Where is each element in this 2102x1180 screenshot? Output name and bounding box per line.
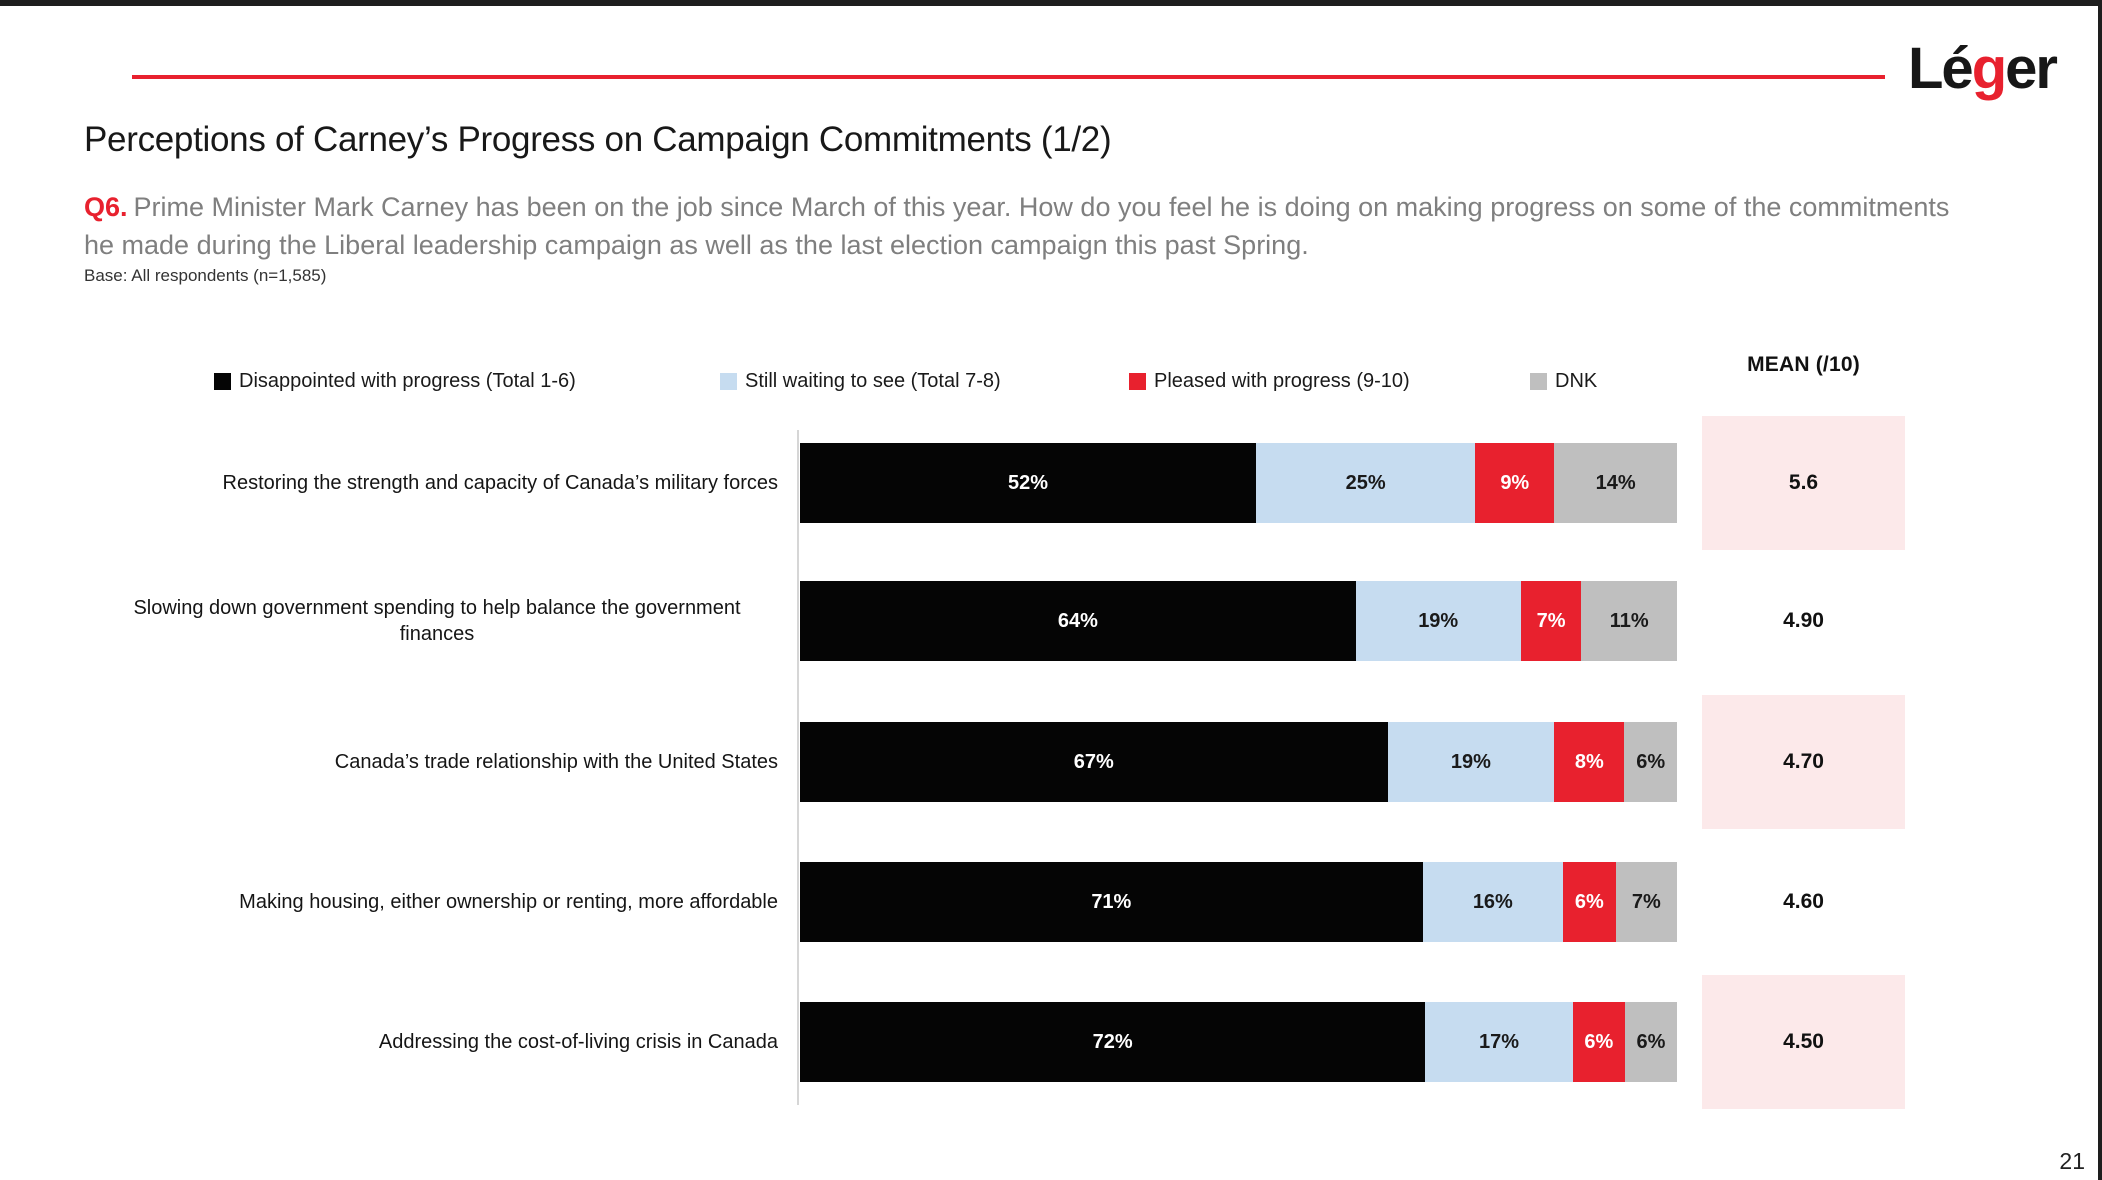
bar-segment: 6% [1572, 1002, 1625, 1082]
mean-column-header: MEAN (/10) [1747, 353, 1860, 376]
question-text: Q6. Prime Minister Mark Carney has been o… [84, 188, 1959, 264]
stacked-bar: 71% 16% 6% 7% [800, 862, 1677, 942]
right-border [2098, 0, 2102, 1180]
mean-value: 5.6 [1788, 471, 1819, 494]
segment-value-label: 14% [1595, 471, 1636, 494]
legend-label: Pleased with progress (9-10) [1154, 369, 1410, 392]
bar-segment: 17% [1425, 1002, 1573, 1082]
logo-text-suffix: er [2005, 36, 2058, 101]
stacked-bar: 52% 25% 9% 14% [800, 443, 1678, 523]
category-label: Slowing down government spending to help… [133, 597, 741, 645]
segment-value-label: 19% [1450, 750, 1491, 773]
bar-segment: 19% [1355, 581, 1521, 661]
legend-item: DNK [1530, 369, 1597, 393]
segment-value-label: 16% [1472, 890, 1513, 913]
leger-logo: Léger [1908, 40, 2058, 98]
page-number: 21 [2059, 1148, 2085, 1174]
question-label: Q6. [84, 192, 128, 222]
mean-value: 4.70 [1783, 750, 1824, 773]
legend-item: Disappointed with progress (Total 1-6) [214, 369, 576, 393]
segment-value-label: 7% [1536, 609, 1566, 632]
segment-value-label: 17% [1478, 1030, 1519, 1053]
mean-value: 4.60 [1783, 890, 1824, 913]
segment-value-label: 71% [1091, 890, 1132, 913]
bar-segment: 6% [1624, 1002, 1677, 1082]
bar-segment: 19% [1387, 722, 1555, 802]
page-title: Perceptions of Carney’s Progress on Camp… [84, 120, 1112, 159]
segment-value-label: 67% [1073, 750, 1114, 773]
bar-segment: 72% [800, 1002, 1426, 1082]
segment-value-label: 64% [1057, 609, 1098, 632]
legend-swatch-icon [720, 372, 737, 390]
legend-label: Still waiting to see (Total 7-8) [745, 369, 1001, 392]
legend-swatch-icon [214, 372, 231, 390]
logo-text-accent: g [1971, 36, 2007, 101]
category-label: Restoring the strength and capacity of C… [222, 472, 778, 494]
legend-swatch-icon [1129, 372, 1146, 390]
bar-segment: 8% [1554, 722, 1625, 802]
segment-value-label: 52% [1008, 471, 1049, 494]
legend-swatch-icon [1530, 372, 1547, 390]
bar-segment: 6% [1562, 862, 1616, 942]
bar-segment: 14% [1554, 443, 1678, 523]
segment-value-label: 19% [1418, 609, 1459, 632]
question-body: Prime Minister Mark Carney has been on t… [84, 192, 1950, 260]
bar-segment: 16% [1422, 862, 1563, 942]
segment-value-label: 25% [1345, 471, 1386, 494]
mean-value: 4.50 [1783, 1030, 1824, 1053]
bar-segment: 64% [800, 581, 1356, 661]
category-label: Making housing, either ownership or rent… [239, 891, 778, 913]
legend-label: Disappointed with progress (Total 1-6) [239, 369, 576, 392]
bar-segment: 52% [800, 443, 1257, 523]
segment-value-label: 11% [1609, 609, 1649, 632]
mean-cell: 5.6 [1702, 416, 1905, 550]
bar-segment: 7% [1615, 862, 1677, 942]
chart-axis-line [797, 430, 799, 1105]
legend-label: DNK [1555, 369, 1598, 392]
segment-value-label: 6% [1636, 750, 1666, 773]
legend-item: Still waiting to see (Total 7-8) [720, 369, 1001, 393]
legend-item: Pleased with progress (9-10) [1129, 369, 1410, 393]
bar-segment: 25% [1256, 443, 1476, 523]
logo-text-prefix: Lé [1908, 36, 1974, 101]
bar-segment: 67% [800, 722, 1388, 802]
bar-segment: 71% [800, 862, 1423, 942]
segment-value-label: 6% [1584, 1030, 1614, 1053]
header-rule [132, 75, 1885, 79]
mean-cell: 4.50 [1702, 975, 1905, 1109]
category-label: Canada’s trade relationship with the Uni… [334, 751, 778, 773]
mean-cell: 4.70 [1702, 695, 1905, 829]
stacked-bar: 64% 19% 7% 11% [800, 581, 1677, 661]
segment-value-label: 6% [1574, 890, 1604, 913]
segment-value-label: 8% [1574, 750, 1604, 773]
mean-cell: 4.90 [1702, 554, 1905, 688]
top-border [0, 0, 2102, 6]
bar-segment: 6% [1624, 722, 1677, 802]
bar-segment: 11% [1581, 581, 1677, 661]
stacked-bar: 72% 17% 6% 6% [800, 1002, 1677, 1082]
segment-value-label: 9% [1500, 471, 1530, 494]
base-note: Base: All respondents (n=1,585) [84, 266, 327, 285]
stacked-bar: 67% 19% 8% 6% [800, 722, 1677, 802]
segment-value-label: 72% [1092, 1030, 1133, 1053]
category-label: Addressing the cost-of-living crisis in … [378, 1031, 778, 1053]
bar-segment: 9% [1475, 443, 1555, 523]
mean-cell: 4.60 [1702, 835, 1905, 969]
bar-segment: 7% [1520, 581, 1582, 661]
segment-value-label: 7% [1631, 890, 1661, 913]
segment-value-label: 6% [1636, 1030, 1666, 1053]
mean-value: 4.90 [1783, 609, 1824, 632]
